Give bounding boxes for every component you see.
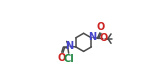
Text: Cl: Cl	[63, 54, 74, 64]
Text: N: N	[65, 41, 73, 51]
Text: O: O	[97, 22, 105, 32]
Text: O: O	[99, 33, 107, 43]
Text: O: O	[58, 53, 66, 63]
Text: N: N	[88, 32, 96, 42]
